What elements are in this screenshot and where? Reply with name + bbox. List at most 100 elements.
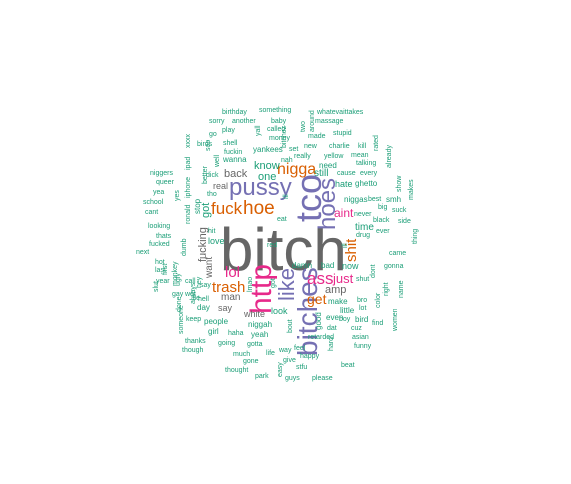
word-need: need [319, 161, 337, 170]
word-little: little [340, 306, 355, 315]
word-play: play [222, 127, 235, 134]
word-niggas: niggas [344, 195, 368, 204]
word-eat: eat [277, 216, 287, 223]
word-dont: dont [370, 264, 377, 278]
word-someone: someone [178, 305, 185, 334]
word-yankees: yankees [253, 145, 283, 154]
word-know: know [254, 160, 280, 172]
word-please: please [312, 375, 333, 382]
word-niggers: niggers [150, 170, 173, 177]
word-dick: dick [206, 172, 219, 179]
word-shell: shell [223, 140, 238, 147]
word-cuz: cuz [351, 325, 362, 332]
word-women: women [392, 308, 399, 331]
word-easy: easy [277, 362, 284, 377]
word-ill: ill [283, 194, 290, 199]
word-white: white [244, 309, 266, 319]
word-baby: baby [271, 118, 287, 125]
word-two: two [300, 121, 307, 132]
word-soo: soo [205, 139, 212, 151]
word-dat: dat [327, 325, 337, 332]
word-stfu: stfu [296, 364, 308, 371]
word-hoe: hoe [243, 198, 275, 219]
word-even: even [326, 313, 344, 322]
word-set: set [289, 146, 299, 153]
word-happy: happy [300, 353, 320, 360]
word-kill: kill [358, 143, 367, 150]
word-thought: thought [225, 367, 249, 374]
word-every: every [360, 170, 378, 177]
word-bad: bad [321, 261, 335, 270]
word-haha: haha [228, 330, 244, 337]
word-best: best [368, 196, 382, 203]
word-suck: suck [392, 207, 407, 214]
word-thanks: thanks [185, 338, 206, 345]
word-last: last [155, 267, 166, 274]
word-day: day [197, 303, 210, 312]
word-smh: smh [386, 195, 402, 204]
word-stupid: stupid [333, 130, 352, 137]
word-next: next [136, 249, 150, 256]
word-name: name [398, 280, 405, 298]
word-man: man [221, 292, 241, 303]
word-damn: damn [292, 261, 313, 270]
word-love: love [208, 236, 225, 246]
word-charlie: charlie [329, 143, 350, 150]
word-another: another [232, 118, 256, 125]
word-yall: yall [255, 125, 262, 136]
word-new: new [304, 143, 317, 150]
word-thing: thing [412, 228, 419, 244]
word-gone: gone [243, 358, 259, 365]
word-people: people [204, 317, 229, 326]
word-hard: hard [328, 336, 335, 351]
word-girl: girl [208, 327, 219, 336]
word-say: say [218, 303, 233, 313]
word-going: going [218, 340, 236, 347]
word-beat: beat [341, 362, 355, 369]
word-yes: yes [174, 190, 181, 201]
word-school: school [143, 199, 164, 206]
word-get: get [307, 291, 327, 307]
word-want: want [204, 256, 215, 278]
word-hot: hot [155, 259, 165, 266]
word-cant: cant [145, 209, 159, 216]
word-birds: birds [197, 141, 213, 148]
word-ever: ever [376, 228, 390, 235]
word-pussy: pussy [229, 174, 292, 201]
word-never: never [354, 211, 372, 218]
word-call: call [185, 278, 196, 285]
word-give: give [283, 357, 296, 364]
word-niggah: niggah [248, 320, 273, 329]
word-big: big [378, 204, 388, 211]
word-made: made [308, 133, 326, 140]
word-fucked: fucked [149, 241, 170, 248]
word-slut: slut [153, 281, 160, 292]
word-well: well [214, 154, 221, 167]
word-lmao: lmao [247, 276, 254, 292]
word-xxxx: xxxx [185, 134, 192, 148]
word-drug: drug [356, 232, 371, 239]
word-back: back [224, 168, 248, 180]
word-bitchez: bitchez [281, 125, 288, 148]
word-talking: talking [356, 160, 377, 167]
word-boy: boy [339, 316, 351, 323]
word-real: real [213, 181, 229, 191]
word-bitch: bitch [220, 216, 347, 283]
word-life: life [266, 350, 275, 357]
word-amp: amp [325, 284, 347, 296]
word-gonna: gonna [384, 263, 404, 270]
word-lol: lol [225, 264, 241, 281]
word-much: much [233, 351, 251, 358]
word-ass: ass [307, 269, 334, 288]
word-whatevaittakes: whatevaittakes [317, 109, 364, 116]
word-looking: looking [148, 223, 171, 230]
word-massage: massage [315, 118, 344, 125]
word-hate: hate [335, 179, 353, 189]
word-birthday: birthday [222, 109, 247, 116]
word-already: already [386, 145, 393, 168]
word-hell: hell [198, 296, 209, 303]
word-iphone: iphone [185, 176, 192, 198]
word-gotta: gotta [247, 341, 263, 348]
word-make: make [328, 297, 348, 306]
